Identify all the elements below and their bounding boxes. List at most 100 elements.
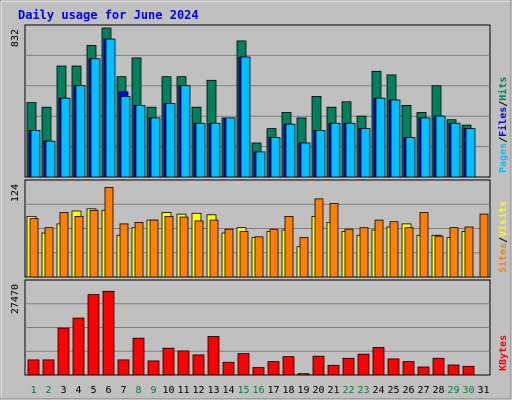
legend-item: Pages xyxy=(498,143,509,173)
x-tick-label: 19 xyxy=(297,385,309,396)
bar-kbytes-day-2 xyxy=(42,359,55,376)
bar-pages-day-10 xyxy=(165,103,176,178)
bar-kbytes-day-12 xyxy=(192,354,205,376)
bar-kbytes-day-17 xyxy=(267,361,280,376)
bar-sites-day-27 xyxy=(419,212,429,278)
legend-hits-files-pages: Pages/Files/Hits xyxy=(497,77,509,173)
bar-sites-day-23 xyxy=(359,227,369,278)
bar-sites-day-11 xyxy=(179,216,189,278)
bar-sites-day-26 xyxy=(404,227,414,278)
bar-sites-day-17 xyxy=(269,228,279,278)
chart-title: Daily usage for June 2024 xyxy=(18,8,199,22)
bar-pages-day-13 xyxy=(210,122,221,178)
bar-pages-day-25 xyxy=(390,99,401,178)
x-tick-label: 14 xyxy=(222,385,234,396)
bar-sites-day-31 xyxy=(479,213,489,278)
bar-kbytes-day-6 xyxy=(102,290,115,376)
x-tick-label: 3 xyxy=(60,385,66,396)
x-tick-label: 4 xyxy=(75,385,81,396)
bar-kbytes-day-23 xyxy=(357,353,370,376)
bar-kbytes-day-16 xyxy=(252,367,265,376)
bar-sites-day-2 xyxy=(44,227,54,278)
legend-item: / xyxy=(498,101,509,107)
bar-kbytes-day-19 xyxy=(297,373,310,376)
x-tick-label: 16 xyxy=(252,385,264,396)
bar-pages-day-5 xyxy=(90,58,101,178)
bar-pages-day-29 xyxy=(450,122,461,178)
bar-pages-day-3 xyxy=(60,97,71,178)
bar-sites-day-3 xyxy=(59,212,69,278)
bar-sites-day-8 xyxy=(134,221,144,278)
bar-kbytes-day-30 xyxy=(462,365,475,376)
bar-kbytes-day-4 xyxy=(72,317,85,376)
x-tick-label: 8 xyxy=(135,385,141,396)
bar-kbytes-day-28 xyxy=(432,357,445,376)
x-tick-label: 10 xyxy=(162,385,174,396)
bar-kbytes-day-14 xyxy=(222,361,235,376)
bar-sites-day-5 xyxy=(89,209,99,278)
legend-item: Sites xyxy=(497,243,509,273)
bar-sites-day-13 xyxy=(209,219,219,278)
bar-kbytes-day-3 xyxy=(57,327,70,376)
bar-sites-day-10 xyxy=(164,215,174,278)
bar-pages-day-23 xyxy=(360,128,371,178)
bar-kbytes-day-5 xyxy=(87,294,100,376)
bar-pages-day-7 xyxy=(120,96,131,178)
bar-kbytes-day-22 xyxy=(342,357,355,376)
bar-sites-day-28 xyxy=(434,235,444,278)
bar-pages-day-21 xyxy=(330,122,341,178)
bar-sites-day-1 xyxy=(29,218,39,278)
bar-pages-day-15 xyxy=(240,56,251,178)
bar-sites-day-25 xyxy=(389,221,399,278)
bar-kbytes-day-21 xyxy=(327,364,340,376)
bar-sites-day-22 xyxy=(344,228,354,278)
legend-item: / xyxy=(498,237,509,243)
bar-kbytes-day-27 xyxy=(417,366,430,376)
bar-kbytes-day-25 xyxy=(387,358,400,376)
legend-item: Hits xyxy=(497,77,509,101)
x-tick-label: 7 xyxy=(120,385,126,396)
bar-kbytes-day-11 xyxy=(177,350,190,376)
bar-pages-day-8 xyxy=(135,105,146,178)
x-tick-label: 25 xyxy=(387,385,399,396)
x-tick-label: 30 xyxy=(462,385,474,396)
x-tick-label: 15 xyxy=(237,385,249,396)
legend-kbytes: KBytes xyxy=(498,335,509,371)
scale-label: 832 xyxy=(10,29,21,47)
bar-kbytes-day-18 xyxy=(282,356,295,376)
x-tick-label: 12 xyxy=(192,385,204,396)
bar-kbytes-day-24 xyxy=(372,347,385,376)
bar-sites-day-24 xyxy=(374,219,384,278)
bar-pages-day-27 xyxy=(420,117,431,178)
x-axis-day-labels: 1 2 3 4 5 6 7 8 9 10 11 12 13 14 15 16 17 18 19 20 21 22 23 24 2… xyxy=(30,385,489,396)
x-tick-label: 18 xyxy=(282,385,294,396)
scale-label: 27470 xyxy=(10,284,21,314)
x-tick-label: 31 xyxy=(477,385,489,396)
bar-kbytes-day-15 xyxy=(237,353,250,376)
bar-pages-day-6 xyxy=(105,38,116,178)
bar-sites-day-20 xyxy=(314,198,324,278)
x-tick-label: 27 xyxy=(417,385,429,396)
x-tick-label: 11 xyxy=(177,385,189,396)
bar-kbytes-day-20 xyxy=(312,355,325,376)
bar-sites-day-9 xyxy=(149,219,159,278)
bar-pages-day-11 xyxy=(180,85,191,178)
bar-sites-day-21 xyxy=(329,203,339,278)
bar-pages-day-2 xyxy=(45,140,56,178)
bar-kbytes-day-7 xyxy=(117,359,130,376)
bar-sites-day-19 xyxy=(299,237,309,278)
x-tick-label: 23 xyxy=(357,385,369,396)
bar-pages-day-28 xyxy=(435,115,446,178)
scale-label: 124 xyxy=(10,184,21,202)
bar-pages-day-17 xyxy=(270,137,281,178)
bar-pages-day-4 xyxy=(75,85,86,178)
bar-pages-day-14 xyxy=(225,117,236,178)
x-tick-label: 21 xyxy=(327,385,339,396)
bar-kbytes-day-13 xyxy=(207,336,220,376)
bar-sites-day-30 xyxy=(464,226,474,278)
x-tick-label: 9 xyxy=(150,385,156,396)
bar-sites-day-4 xyxy=(74,215,84,278)
bar-sites-day-16 xyxy=(254,236,264,278)
